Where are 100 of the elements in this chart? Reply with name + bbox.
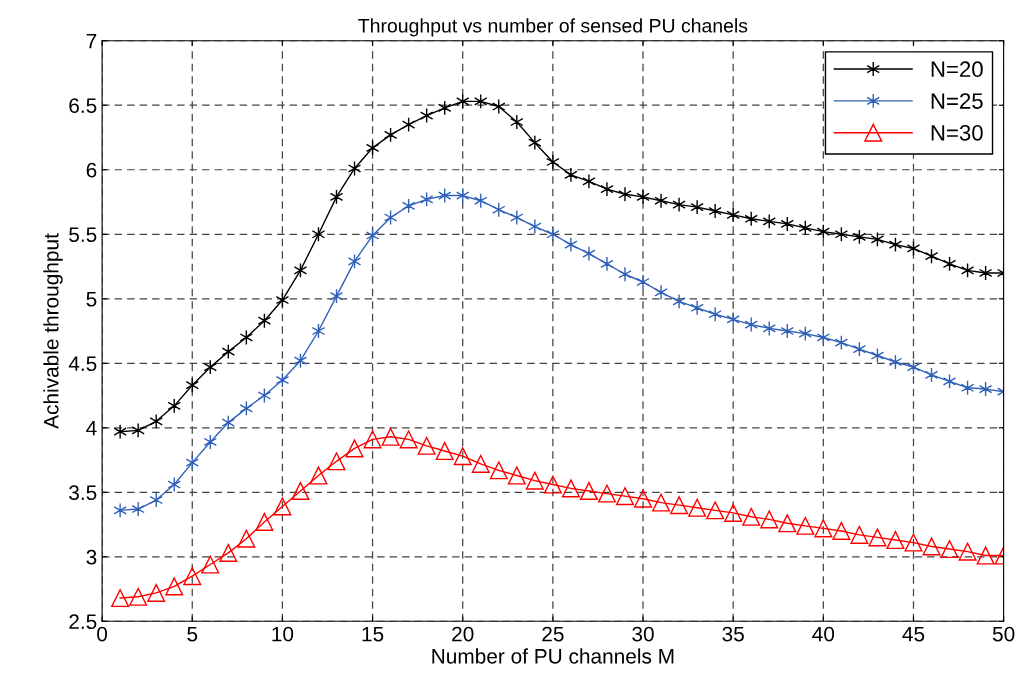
y-tick-label: 5.5 (69, 227, 97, 243)
y-tick-label: 6.5 (69, 98, 97, 113)
point (131, 501, 145, 517)
point (183, 567, 202, 586)
point (507, 466, 526, 485)
point (742, 507, 761, 526)
point (652, 493, 671, 512)
point (471, 454, 490, 473)
x-tick-label: 45 (902, 626, 925, 642)
point (510, 209, 524, 226)
chart-title: Throughput vs number of sensed PU chanels (358, 18, 748, 37)
point (543, 475, 562, 494)
point (489, 461, 508, 480)
point (654, 284, 668, 300)
point (940, 540, 959, 559)
point (201, 555, 220, 574)
x-tick-label: 35 (722, 626, 744, 642)
point (688, 498, 707, 517)
x-tick-label: 40 (812, 626, 835, 642)
point (165, 577, 184, 596)
point (796, 516, 815, 535)
point (976, 546, 995, 565)
point (706, 501, 725, 520)
point (615, 487, 635, 506)
point (255, 512, 274, 531)
point (600, 181, 614, 197)
point (654, 193, 668, 209)
point (636, 274, 650, 290)
x-tick-label: 25 (542, 626, 564, 642)
point (453, 447, 472, 466)
point (690, 199, 704, 215)
point (291, 481, 310, 501)
point (886, 530, 905, 550)
point (690, 300, 704, 316)
y-tick-label: 4 (86, 420, 97, 436)
point (564, 236, 578, 253)
point (708, 306, 722, 322)
y-tick-label: 3 (86, 549, 97, 565)
x-tick-label: 50 (992, 626, 1015, 642)
point (868, 528, 887, 547)
point (561, 479, 580, 498)
legend-label: N=20 (931, 61, 983, 78)
point (525, 471, 544, 490)
point (672, 293, 686, 309)
point (850, 525, 869, 544)
point (726, 207, 740, 223)
point (528, 135, 542, 151)
point (579, 481, 598, 501)
point (633, 489, 653, 508)
point (958, 542, 977, 561)
legend-label: N=30 (931, 124, 983, 141)
point (327, 452, 346, 471)
y-tick-label: 7 (86, 33, 97, 49)
point (113, 424, 127, 440)
point (832, 521, 851, 541)
point (904, 533, 923, 552)
point (219, 543, 238, 562)
x-tick-label: 15 (362, 626, 384, 642)
point (564, 167, 578, 183)
point (546, 154, 560, 170)
point (237, 529, 256, 548)
y-tick-label: 4.5 (68, 356, 97, 372)
point (149, 413, 163, 429)
point (670, 496, 689, 515)
x-tick-label: 10 (272, 626, 294, 642)
point (309, 466, 328, 485)
x-tick-label: 5 (187, 626, 198, 642)
point (546, 226, 560, 242)
point (618, 266, 632, 282)
point (113, 502, 127, 518)
point (417, 436, 436, 455)
point (510, 114, 524, 130)
point (597, 484, 616, 503)
x-tick-label: 0 (97, 626, 108, 642)
point (129, 587, 148, 606)
y-tick-label: 3.5 (69, 485, 97, 501)
point (814, 519, 833, 538)
y-axis-title: Achivable throughput (43, 233, 63, 429)
point (381, 427, 400, 446)
point (708, 203, 722, 219)
point (435, 441, 454, 461)
y-tick-label: 5 (86, 291, 97, 307)
point (273, 497, 292, 516)
point (111, 589, 130, 608)
point (922, 537, 941, 556)
point (760, 510, 779, 529)
x-tick-label: 20 (452, 626, 474, 642)
point (778, 514, 797, 533)
y-tick-label: 2.5 (69, 614, 97, 630)
point (636, 189, 650, 205)
point (131, 422, 145, 438)
point (618, 186, 632, 202)
point (149, 492, 163, 508)
point (363, 430, 382, 449)
point (672, 196, 686, 213)
point (582, 245, 596, 262)
x-tick-label: 30 (632, 626, 654, 642)
point (600, 256, 614, 272)
point (528, 218, 542, 235)
point (399, 430, 418, 449)
